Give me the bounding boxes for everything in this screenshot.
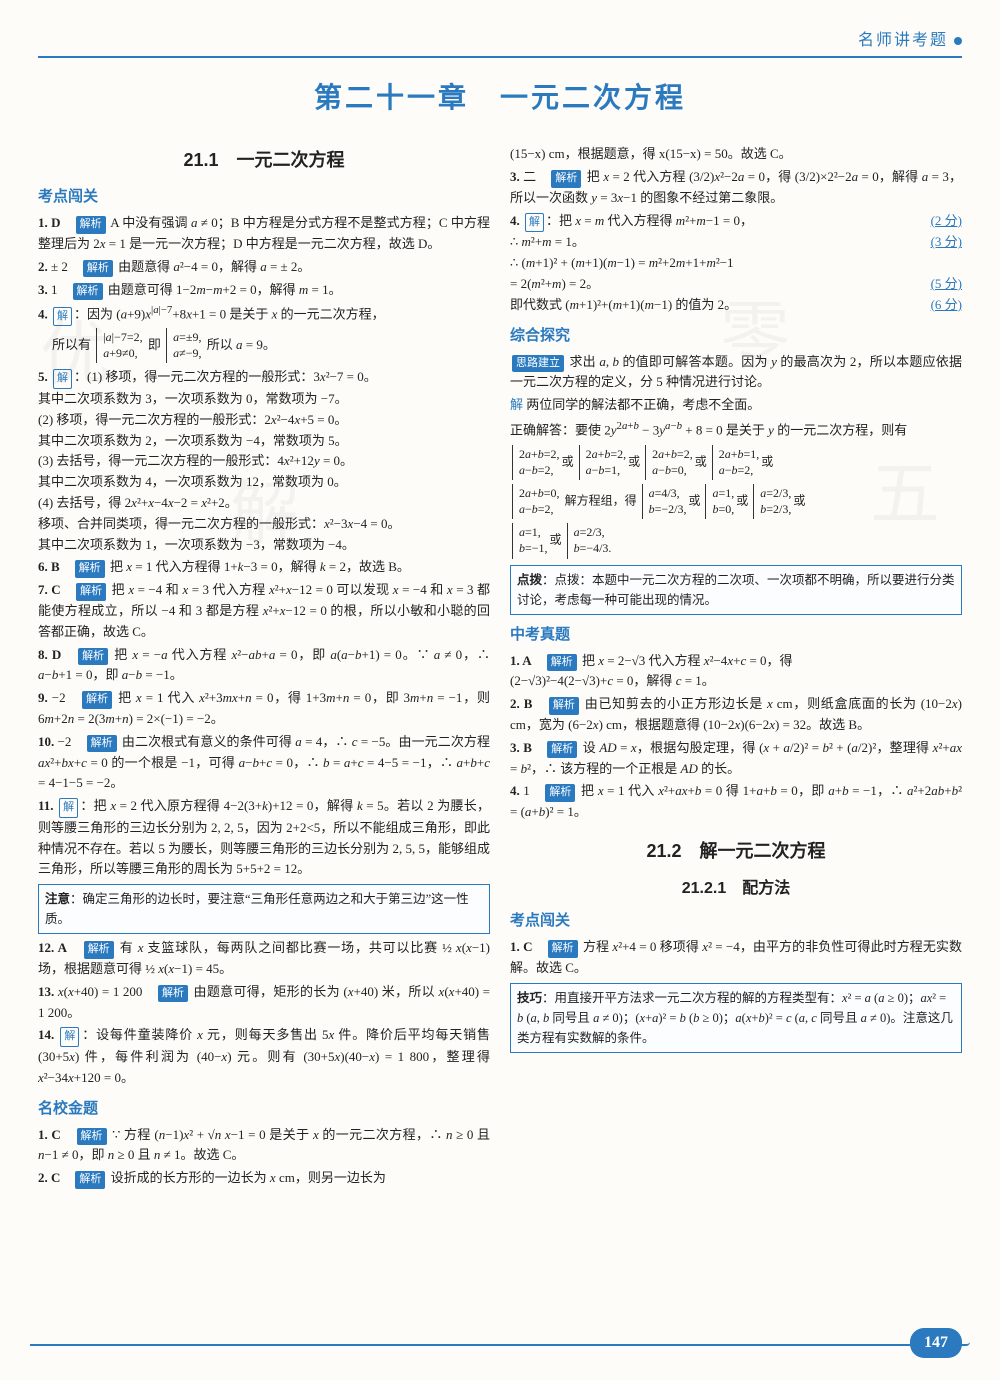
header-dot-icon bbox=[954, 37, 962, 45]
rcont2: 3. 二 解析 把 x = 2 代入方程 (3/2)x²−2a = 0，得 (3… bbox=[510, 167, 962, 209]
q13: 13. x(x+40) = 1 200 解析 由题意可得，矩形的长为 (x+40… bbox=[38, 982, 490, 1024]
left-column: 21.1 一元二次方程 考点闯关 1. D 解析 A 中没有强调 a ≠ 0；B… bbox=[38, 142, 490, 1191]
dianbo-box: 点拨：点拨：本题中一元二次方程的二次项、一次项都不明确，所以要进行分类讨论，考虑… bbox=[510, 565, 962, 615]
jiqiao-box: 技巧：用直接开平方法求一元二次方程的解的方程类型有：x² = a (a ≥ 0)… bbox=[510, 983, 962, 1053]
zk4: 4. 1 解析 把 x = 1 代入 x²+ax+b = 0 得 1+a+b =… bbox=[510, 781, 962, 823]
q3: 3. 1 解析 由题意可得 1−2m−m+2 = 0，解得 m = 1。 bbox=[38, 280, 490, 301]
q6: 6. B 解析 把 x = 1 代入方程得 1+k−3 = 0，解得 k = 2… bbox=[38, 557, 490, 578]
section-21-1-title: 21.1 一元二次方程 bbox=[38, 146, 490, 175]
q9: 9. −2 解析 把 x = 1 代入 x²+3mx+n = 0，得 1+3m+… bbox=[38, 688, 490, 730]
q7: 7. C 解析 把 x = −4 和 x = 3 代入方程 x²+x−12 = … bbox=[38, 580, 490, 642]
cat-mingxiao: 名校金题 bbox=[38, 1097, 490, 1121]
cat-kaodian-2: 考点闯关 bbox=[510, 909, 962, 933]
q1: 1. D 解析 A 中没有强调 a ≠ 0；B 中方程是分式方程不是整式方程；C… bbox=[38, 213, 490, 255]
q12: 12. A 解析 有 x 支篮球队，每两队之间都比赛一场，共可以比赛 ½ x(x… bbox=[38, 938, 490, 980]
silu: 思路建立 求出 a, b 的值即可解答本题。因为 y 的最高次为 2，所以本题应… bbox=[510, 352, 962, 394]
header-title: 名师讲考题 bbox=[858, 28, 948, 54]
kd2-1: 1. C 解析 方程 x²+4 = 0 移项得 x² = −4，由平方的非负性可… bbox=[510, 937, 962, 979]
mq2: 2. C 解析 设折成的长方形的一边长为 x cm，则另一边长为 bbox=[38, 1168, 490, 1189]
q2: 2. ± 2 解析 由题意得 a²−4 = 0，解得 a = ± 2。 bbox=[38, 257, 490, 278]
q14: 14. 解：设每件童装降价 x 元，则每天多售出 5x 件。降价后平均每天销售 … bbox=[38, 1025, 490, 1088]
section-21-2-1-title: 21.2.1 配方法 bbox=[510, 876, 962, 902]
page: 优 解 零 五 名师讲考题 第二十一章 一元二次方程 21.1 一元二次方程 考… bbox=[0, 0, 1000, 1380]
header-bar: 名师讲考题 bbox=[38, 28, 962, 58]
cases-block: 2a+b=2,a−b=2,或 2a+b=2,a−b=1,或 2a+b=2,a−b… bbox=[510, 443, 962, 561]
zk2: 2. B 解析 由已知剪去的小正方形边长是 x cm，则纸盒底面的长为 (10−… bbox=[510, 694, 962, 736]
right-column: (15−x) cm，根据题意，得 x(15−x) = 50。故选 C。 3. 二… bbox=[510, 142, 962, 1191]
q11: 11. 解：把 x = 2 代入原方程得 4−2(3+k)+12 = 0，解得 … bbox=[38, 796, 490, 880]
two-column-layout: 21.1 一元二次方程 考点闯关 1. D 解析 A 中没有强调 a ≠ 0；B… bbox=[38, 142, 962, 1191]
exp1: 解 两位同学的解法都不正确，考虑不全面。 bbox=[510, 395, 962, 416]
rcont1: (15−x) cm，根据题意，得 x(15−x) = 50。故选 C。 bbox=[510, 144, 962, 165]
q5: 5. 解：(1) 移项，得一元二次方程的一般形式：3x²−7 = 0。其中二次项… bbox=[38, 367, 490, 555]
q8: 8. D 解析 把 x = −a 代入方程 x²−ab+a = 0，即 a(a−… bbox=[38, 645, 490, 687]
chapter-title: 第二十一章 一元二次方程 bbox=[38, 76, 962, 121]
footer-curve bbox=[30, 1342, 970, 1346]
cat-zhongkao: 中考真题 bbox=[510, 623, 962, 647]
zk3: 3. B 解析 设 AD = x，根据勾股定理，得 (x + a/2)² = b… bbox=[510, 738, 962, 780]
cat-kaodian: 考点闯关 bbox=[38, 185, 490, 209]
mq1: 1. C 解析 ∵ 方程 (n−1)x² + √n x−1 = 0 是关于 x … bbox=[38, 1125, 490, 1167]
zk1: 1. A 解析 把 x = 2−√3 代入方程 x²−4x+c = 0，得(2−… bbox=[510, 651, 962, 693]
page-number-badge: 147 bbox=[910, 1328, 962, 1358]
section-21-2-title: 21.2 解一元二次方程 bbox=[510, 837, 962, 866]
cat-zonghe: 综合探究 bbox=[510, 324, 962, 348]
rq4: 4. 解：把 x = m 代入方程得 m²+m−1 = 0，(2 分) ∴ m²… bbox=[510, 211, 962, 316]
note-box-1: 注意：确定三角形的边长时，要注意“三角形任意两边之和大于第三边”这一性质。 bbox=[38, 884, 490, 934]
dianbo-text: 点拨：本题中一元二次方程的二次项、一次项都不明确，所以要进行分类讨论，考虑每一种… bbox=[517, 573, 955, 607]
q10: 10. −2 解析 由二次根式有意义的条件可得 a = 4，∴ c = −5。由… bbox=[38, 732, 490, 794]
q4: 4. 解：因为 (a+9)x|a|−7+8x+1 = 0 是关于 x 的一元二次… bbox=[38, 302, 490, 365]
exp2: 正确解答：要使 2y2a+b − 3ya−b + 8 = 0 是关于 y 的一元… bbox=[510, 418, 962, 441]
